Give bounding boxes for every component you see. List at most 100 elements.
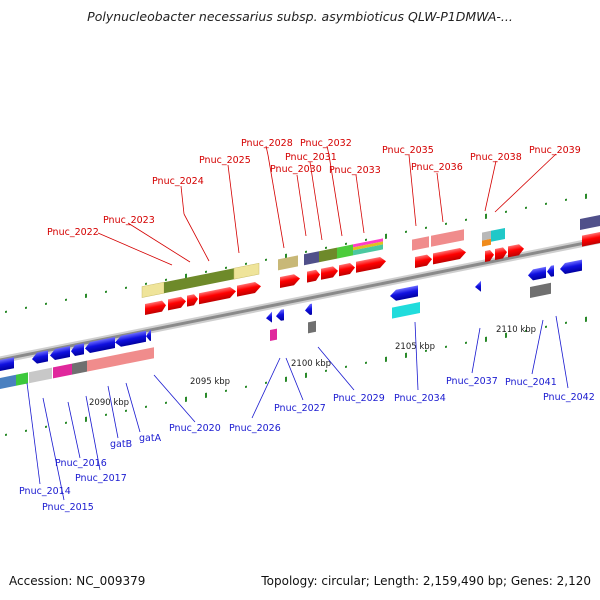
gene-label: Pnuc_2030 [270,164,322,175]
gene-box [392,301,420,319]
gene-arrow [266,311,272,323]
gene-arrow [85,336,115,353]
gene-box [412,236,429,251]
gene-box [194,268,234,288]
gene-label: Pnuc_2032 [300,138,352,149]
gene-box [72,360,87,375]
gene-label: Pnuc_2014 [19,486,71,497]
guide-dots [5,193,587,436]
gene-label: Pnuc_2023 [103,215,155,226]
tick-label: 2105 kbp [395,342,435,352]
gene-box [353,238,383,248]
gene-box [233,262,260,280]
gene-arrow [415,254,432,268]
gene-box [337,244,353,259]
gene-arrow [339,262,355,277]
gene-box [0,374,16,389]
gene-box [482,230,491,241]
gene-arrow [0,357,14,371]
forward-gene-labels: Pnuc_2022 Pnuc_2023 Pnuc_2024 Pnuc_2025 … [47,138,581,238]
gene-label: Pnuc_2031 [285,152,337,163]
gene-box [304,251,319,266]
gene-arrow [276,309,284,321]
gene-arrow [508,244,524,258]
gene-arrow [475,280,481,292]
gene-arrow [305,303,312,315]
tick-label: 2100 kbp [291,359,331,369]
gene-arrow [187,294,198,307]
gene-arrow [582,230,600,247]
gene-arrow [50,345,70,360]
tick-label: 2110 kbp [496,325,536,335]
gene-box [278,255,298,271]
gene-arrow [390,285,418,301]
gene-label: Pnuc_2024 [152,176,204,187]
gene-label: Pnuc_2016 [55,458,107,469]
gene-box [482,238,491,247]
gene-label: gatA [139,433,162,444]
reverse-gene-labels: Pnuc_2014 Pnuc_2015 Pnuc_2016 Pnuc_2017 … [19,376,595,513]
gene-label: Pnuc_2034 [394,393,446,404]
gene-box [580,213,600,230]
callout-lines [26,145,569,501]
gene-arrow [560,259,582,274]
gene-arrow [433,247,466,265]
gene-box [119,347,154,366]
gene-arrow [115,330,146,347]
gene-box [319,247,337,263]
forward-strand-genes [141,213,600,315]
gene-label: Pnuc_2037 [446,376,498,387]
gene-box [353,241,383,251]
gene-label: Pnuc_2035 [382,145,434,156]
gene-label: Pnuc_2022 [47,227,99,238]
gene-arrow [280,274,300,288]
gene-box [53,363,72,379]
gene-arrow [321,266,338,280]
gene-label: Pnuc_2038 [470,152,522,163]
gene-label: Pnuc_2020 [169,423,221,434]
gene-arrow [32,350,48,364]
gene-box [270,328,277,341]
reverse-strand-genes [0,259,582,389]
gene-label: Pnuc_2017 [75,473,127,484]
gene-label: Pnuc_2042 [543,392,595,403]
gene-arrow [495,247,507,260]
gene-arrow [146,329,151,341]
gene-box [431,229,464,247]
gene-label: Pnuc_2036 [411,162,463,173]
gene-label: Pnuc_2026 [229,423,281,434]
gene-box [29,367,52,384]
gene-arrow [356,256,386,273]
gene-arrow [145,300,166,315]
gene-label: Pnuc_2027 [274,403,326,414]
gene-arrow [485,249,494,262]
gene-label: Pnuc_2029 [333,393,385,404]
gene-box [530,282,551,298]
gene-label: Pnuc_2039 [529,145,581,156]
gene-box [16,372,28,386]
gene-box [353,244,383,256]
kbp-ticks: 2090 kbp 2095 kbp 2100 kbp 2105 kbp 2110… [89,325,536,408]
gene-arrow [71,343,84,356]
gene-label: Pnuc_2025 [199,155,251,166]
gene-label: Pnuc_2033 [329,165,381,176]
gene-box [87,354,119,372]
accession-text: Accession: NC_009379 [9,574,146,588]
map-title: Polynucleobacter necessarius subsp. asym… [87,9,513,24]
topology-text: Topology: circular; Length: 2,159,490 bp… [261,574,591,588]
gene-arrow [307,269,320,283]
gene-arrow [237,281,261,297]
gene-arrow [168,296,186,311]
gene-box [491,227,505,242]
gene-label: gatB [110,439,132,450]
gene-label: Pnuc_2028 [241,138,293,149]
gene-label: Pnuc_2041 [505,377,557,388]
gene-arrow [199,286,236,305]
gene-box [164,276,194,294]
gene-label: Pnuc_2015 [42,502,94,513]
tick-label: 2095 kbp [190,377,230,387]
tick-label: 2090 kbp [89,398,129,408]
gene-arrow [547,265,554,277]
gene-box [308,320,316,334]
